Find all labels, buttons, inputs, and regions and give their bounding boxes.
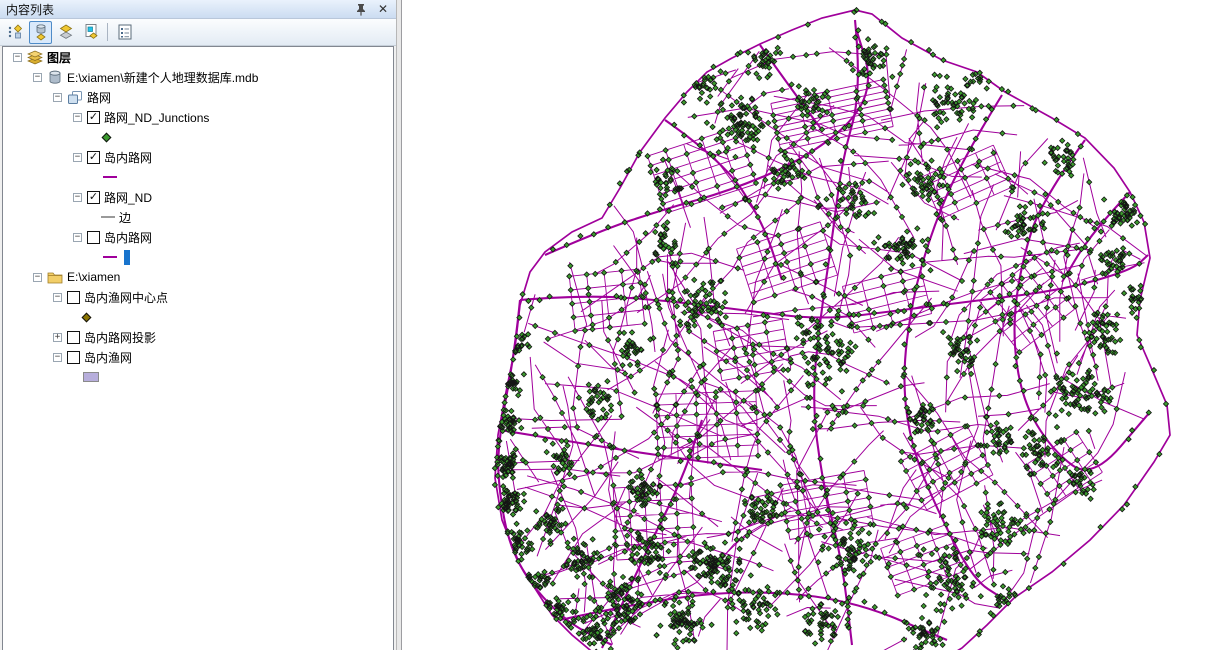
toc-label[interactable]: 岛内渔网	[84, 350, 133, 365]
toc-label[interactable]: 路网_ND_Junctions	[104, 110, 210, 125]
toc-symbol-row[interactable]	[3, 307, 393, 327]
center-point-symbol[interactable]	[81, 312, 92, 322]
close-icon[interactable]: ✕	[377, 2, 389, 16]
toc-label[interactable]: 岛内路网	[104, 230, 153, 245]
junction-points-layer	[491, 6, 1170, 650]
toc-row[interactable]: − E:\xiamen	[3, 267, 393, 287]
toc-row[interactable]: − 图层	[3, 47, 393, 67]
toc-row[interactable]: − 岛内路网	[3, 227, 393, 247]
road-line-symbol[interactable]	[103, 256, 117, 258]
list-by-visibility-icon[interactable]	[54, 21, 77, 44]
toc-panel-title: 内容列表	[6, 2, 55, 17]
list-by-selection-icon[interactable]	[79, 21, 102, 44]
expander-minus-icon[interactable]: −	[13, 51, 22, 62]
toc-sublayer-label[interactable]: 边	[119, 210, 132, 225]
toc-toolbar	[0, 19, 396, 46]
expander-minus-icon[interactable]: −	[53, 291, 62, 302]
toc-label[interactable]: E:\xiamen	[67, 270, 121, 284]
expander-minus-icon[interactable]: −	[73, 191, 82, 202]
expander-minus-icon[interactable]: −	[33, 71, 42, 82]
toc-row[interactable]: − 路网	[3, 87, 393, 107]
toc-row[interactable]: − 岛内渔网	[3, 347, 393, 367]
edit-cursor	[124, 249, 130, 265]
folder-icon	[47, 270, 63, 284]
panel-splitter[interactable]	[397, 0, 402, 650]
toc-symbol-row[interactable]	[3, 127, 393, 147]
toc-titlebar: 内容列表 ✕	[0, 0, 396, 19]
toc-row[interactable]: − ✓ 路网_ND	[3, 187, 393, 207]
toc-tree: − 图层 − E:\xiamen\新建个人地理数据库.mdb − 路网 − ✓ 路网_ND_Ju…	[2, 46, 394, 650]
toc-row[interactable]: − ✓ 路网_ND_Junctions	[3, 107, 393, 127]
toc-label[interactable]: 图层	[47, 50, 72, 65]
options-icon[interactable]	[113, 21, 136, 44]
list-by-drawing-order-icon[interactable]	[4, 21, 27, 44]
toc-symbol-row[interactable]	[3, 367, 393, 387]
toc-row[interactable]: − E:\xiamen\新建个人地理数据库.mdb	[3, 67, 393, 87]
toc-label[interactable]: E:\xiamen\新建个人地理数据库.mdb	[67, 70, 259, 85]
toc-label[interactable]: 路网_ND	[104, 190, 153, 205]
layer-checkbox[interactable]: ✓	[87, 110, 100, 124]
road-line-symbol[interactable]	[103, 176, 117, 178]
dataset-icon	[67, 90, 83, 105]
list-by-source-icon[interactable]	[29, 20, 52, 44]
map-canvas[interactable]	[402, 0, 1207, 650]
toc-label[interactable]: 岛内路网	[104, 150, 153, 165]
layer-checkbox[interactable]	[67, 350, 80, 364]
expander-minus-icon[interactable]: −	[73, 151, 82, 162]
expander-minus-icon[interactable]: −	[53, 351, 62, 362]
map-view[interactable]	[402, 0, 1208, 650]
layer-checkbox[interactable]: ✓	[87, 150, 100, 164]
toc-label[interactable]: 岛内路网投影	[84, 330, 157, 345]
layer-checkbox[interactable]	[67, 330, 80, 344]
expander-minus-icon[interactable]: −	[73, 111, 82, 122]
toc-label[interactable]: 岛内渔网中心点	[84, 290, 169, 305]
toc-row[interactable]: + 岛内路网投影	[3, 327, 393, 347]
expander-minus-icon[interactable]: −	[33, 271, 42, 282]
junction-point-symbol[interactable]	[101, 132, 112, 142]
layers-icon	[27, 50, 43, 65]
layer-checkbox[interactable]	[87, 230, 100, 244]
toolbar-separator	[107, 23, 108, 41]
expander-minus-icon[interactable]: −	[73, 231, 82, 242]
fishnet-fill-symbol[interactable]	[83, 372, 99, 382]
toc-row[interactable]: − ✓ 岛内路网	[3, 147, 393, 167]
toc-symbol-row[interactable]	[3, 247, 393, 267]
expander-minus-icon[interactable]: −	[53, 91, 62, 102]
layer-checkbox[interactable]: ✓	[87, 190, 100, 204]
pin-icon[interactable]	[354, 2, 368, 16]
toc-row[interactable]: − 岛内渔网中心点	[3, 287, 393, 307]
database-icon	[47, 70, 63, 85]
toc-symbol-row[interactable]	[3, 167, 393, 187]
edge-line-symbol[interactable]	[101, 216, 115, 218]
layer-checkbox[interactable]	[67, 290, 80, 304]
toc-panel: 内容列表 ✕	[0, 0, 397, 650]
toc-row[interactable]: 边	[3, 207, 393, 227]
toc-label[interactable]: 路网	[87, 90, 112, 105]
expander-plus-icon[interactable]: +	[53, 331, 62, 342]
